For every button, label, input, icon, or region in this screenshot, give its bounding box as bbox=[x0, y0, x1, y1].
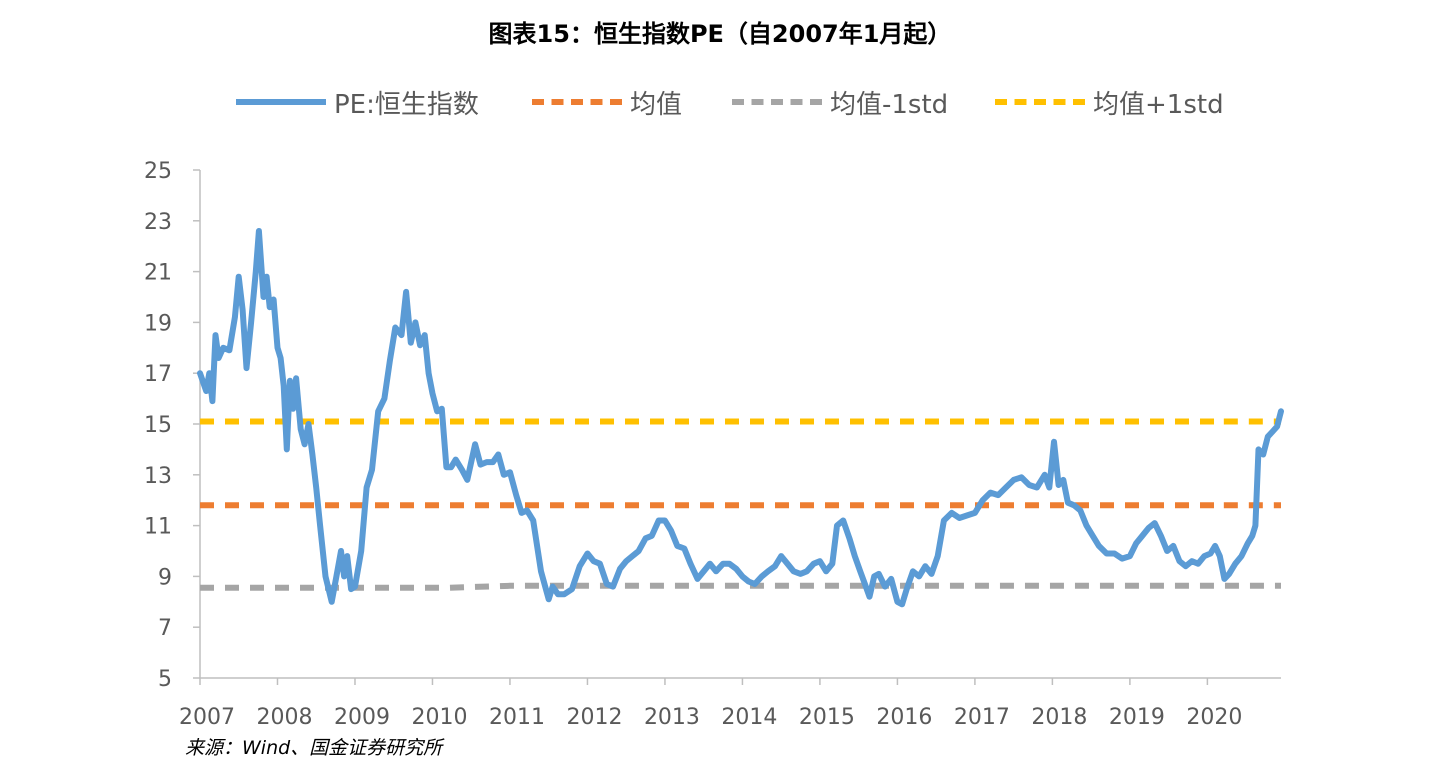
y-tick-label: 23 bbox=[144, 210, 172, 235]
y-tick-label: 11 bbox=[144, 515, 172, 540]
x-tick-label: 2020 bbox=[1186, 705, 1242, 730]
x-tick-label: 2016 bbox=[876, 705, 932, 730]
legend-item-minus-std: 均值-1std bbox=[732, 82, 948, 122]
y-tick-label: 13 bbox=[144, 464, 172, 489]
legend-swatch-minus-std bbox=[732, 99, 822, 105]
x-tick-label: 2017 bbox=[954, 705, 1010, 730]
y-tick-label: 19 bbox=[144, 311, 172, 336]
x-tick-label: 2013 bbox=[644, 705, 700, 730]
y-tick-label: 25 bbox=[144, 159, 172, 184]
x-tick-label: 2009 bbox=[334, 705, 390, 730]
legend-swatch-mean bbox=[532, 99, 622, 105]
series-minus-std-line bbox=[200, 582, 1281, 591]
x-tick-label: 2010 bbox=[411, 705, 467, 730]
y-tick-label: 5 bbox=[158, 667, 172, 692]
legend-label-minus-std: 均值-1std bbox=[830, 89, 949, 120]
x-tick-label: 2014 bbox=[721, 705, 777, 730]
legend-label-mean: 均值 bbox=[630, 89, 683, 120]
legend-item-plus-std: 均值+1std bbox=[995, 82, 1224, 122]
x-tick-label: 2011 bbox=[489, 705, 545, 730]
x-tick-label: 2019 bbox=[1109, 705, 1165, 730]
y-tick-label: 21 bbox=[144, 261, 172, 286]
legend-label-plus-std: 均值+1std bbox=[1093, 89, 1224, 120]
legend-item-mean: 均值 bbox=[532, 82, 682, 122]
x-tick-label: 2007 bbox=[179, 705, 235, 730]
x-tick-label: 2015 bbox=[799, 705, 855, 730]
y-tick-label: 7 bbox=[158, 616, 172, 641]
legend-label-pe: PE:恒生指数 bbox=[334, 89, 479, 120]
series-mean-line bbox=[200, 502, 1281, 511]
series-pe-line bbox=[197, 228, 1284, 608]
y-tick-label: 9 bbox=[158, 565, 172, 590]
chart-legend: PE:恒生指数 均值 均值-1std 均值+1std bbox=[0, 82, 1440, 122]
legend-item-pe: PE:恒生指数 bbox=[236, 82, 479, 122]
x-tick-label: 2008 bbox=[256, 705, 312, 730]
x-tick-label: 2018 bbox=[1031, 705, 1087, 730]
y-tick-label: 15 bbox=[144, 413, 172, 438]
series-plus-std-line bbox=[200, 418, 1281, 427]
chart-title: 图表15：恒生指数PE（自2007年1月起） bbox=[488, 20, 952, 48]
y-tick-label: 17 bbox=[144, 362, 172, 387]
x-tick-label: 2012 bbox=[566, 705, 622, 730]
legend-swatch-plus-std bbox=[995, 99, 1085, 105]
source-note: 来源：Wind、国金证券研究所 bbox=[185, 737, 443, 759]
legend-swatch-pe bbox=[236, 99, 326, 105]
